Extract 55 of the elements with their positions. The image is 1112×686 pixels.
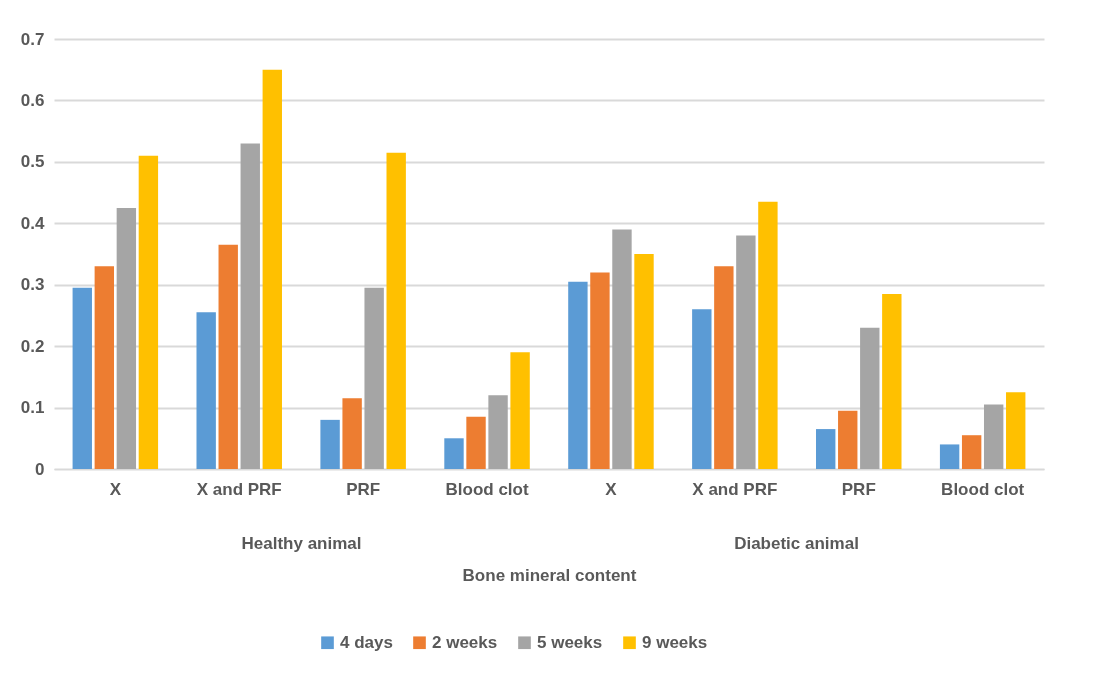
y-tick-label: 0.1 bbox=[20, 398, 45, 418]
y-tick-label: 0.3 bbox=[20, 275, 45, 295]
bar bbox=[838, 410, 858, 469]
text: Diabetic animal bbox=[734, 534, 859, 553]
bar bbox=[240, 143, 260, 469]
bar bbox=[961, 435, 982, 469]
bar bbox=[488, 395, 508, 469]
bar bbox=[510, 352, 530, 469]
bar bbox=[634, 254, 654, 469]
bar bbox=[590, 272, 610, 469]
legend-label: 9 weeks bbox=[642, 632, 708, 652]
bar bbox=[816, 429, 836, 469]
x-tick-label: PRF bbox=[346, 479, 381, 499]
bar bbox=[218, 244, 238, 469]
bar bbox=[94, 266, 115, 469]
y-tick-label: 0.6 bbox=[20, 90, 45, 110]
bar bbox=[138, 155, 159, 469]
bar bbox=[692, 309, 712, 469]
bar bbox=[860, 327, 880, 469]
bar bbox=[320, 419, 340, 469]
bar bbox=[939, 444, 960, 469]
bar bbox=[262, 69, 282, 469]
x-tick-label: X bbox=[605, 479, 618, 499]
x-tick-label: X and PRF bbox=[196, 479, 282, 499]
bar bbox=[736, 235, 756, 469]
x-tick-label: X bbox=[109, 479, 122, 499]
bar bbox=[983, 404, 1004, 469]
x-tick-label: Blood clot bbox=[445, 479, 529, 499]
legend-label: 2 weeks bbox=[432, 632, 498, 652]
bar bbox=[612, 229, 632, 469]
legend-label: 5 weeks bbox=[537, 632, 603, 652]
y-tick-label: 0.5 bbox=[20, 152, 45, 172]
bar bbox=[386, 152, 406, 469]
text: Healthy animal bbox=[241, 534, 362, 553]
bar bbox=[568, 281, 588, 469]
bar bbox=[196, 312, 216, 469]
bar bbox=[72, 287, 92, 469]
bar bbox=[758, 201, 778, 469]
bar bbox=[714, 266, 734, 469]
x-tick-label: PRF bbox=[841, 479, 876, 499]
bar bbox=[116, 207, 137, 469]
bar bbox=[444, 438, 464, 469]
bar bbox=[1006, 392, 1026, 469]
y-tick-label: 0 bbox=[35, 459, 45, 479]
bar bbox=[882, 293, 902, 469]
bar bbox=[364, 287, 384, 469]
y-tick-label: 0.4 bbox=[20, 213, 46, 233]
x-axis-title: Bone mineral content bbox=[462, 565, 637, 585]
x-tick-label: X and PRF bbox=[692, 479, 778, 499]
legend-label: 4 days bbox=[340, 632, 393, 652]
bar bbox=[342, 398, 362, 469]
y-tick-label: 0.2 bbox=[20, 336, 45, 356]
y-tick-label: 0.7 bbox=[20, 29, 45, 49]
bar bbox=[466, 416, 486, 469]
x-tick-label: Blood clot bbox=[941, 479, 1025, 499]
